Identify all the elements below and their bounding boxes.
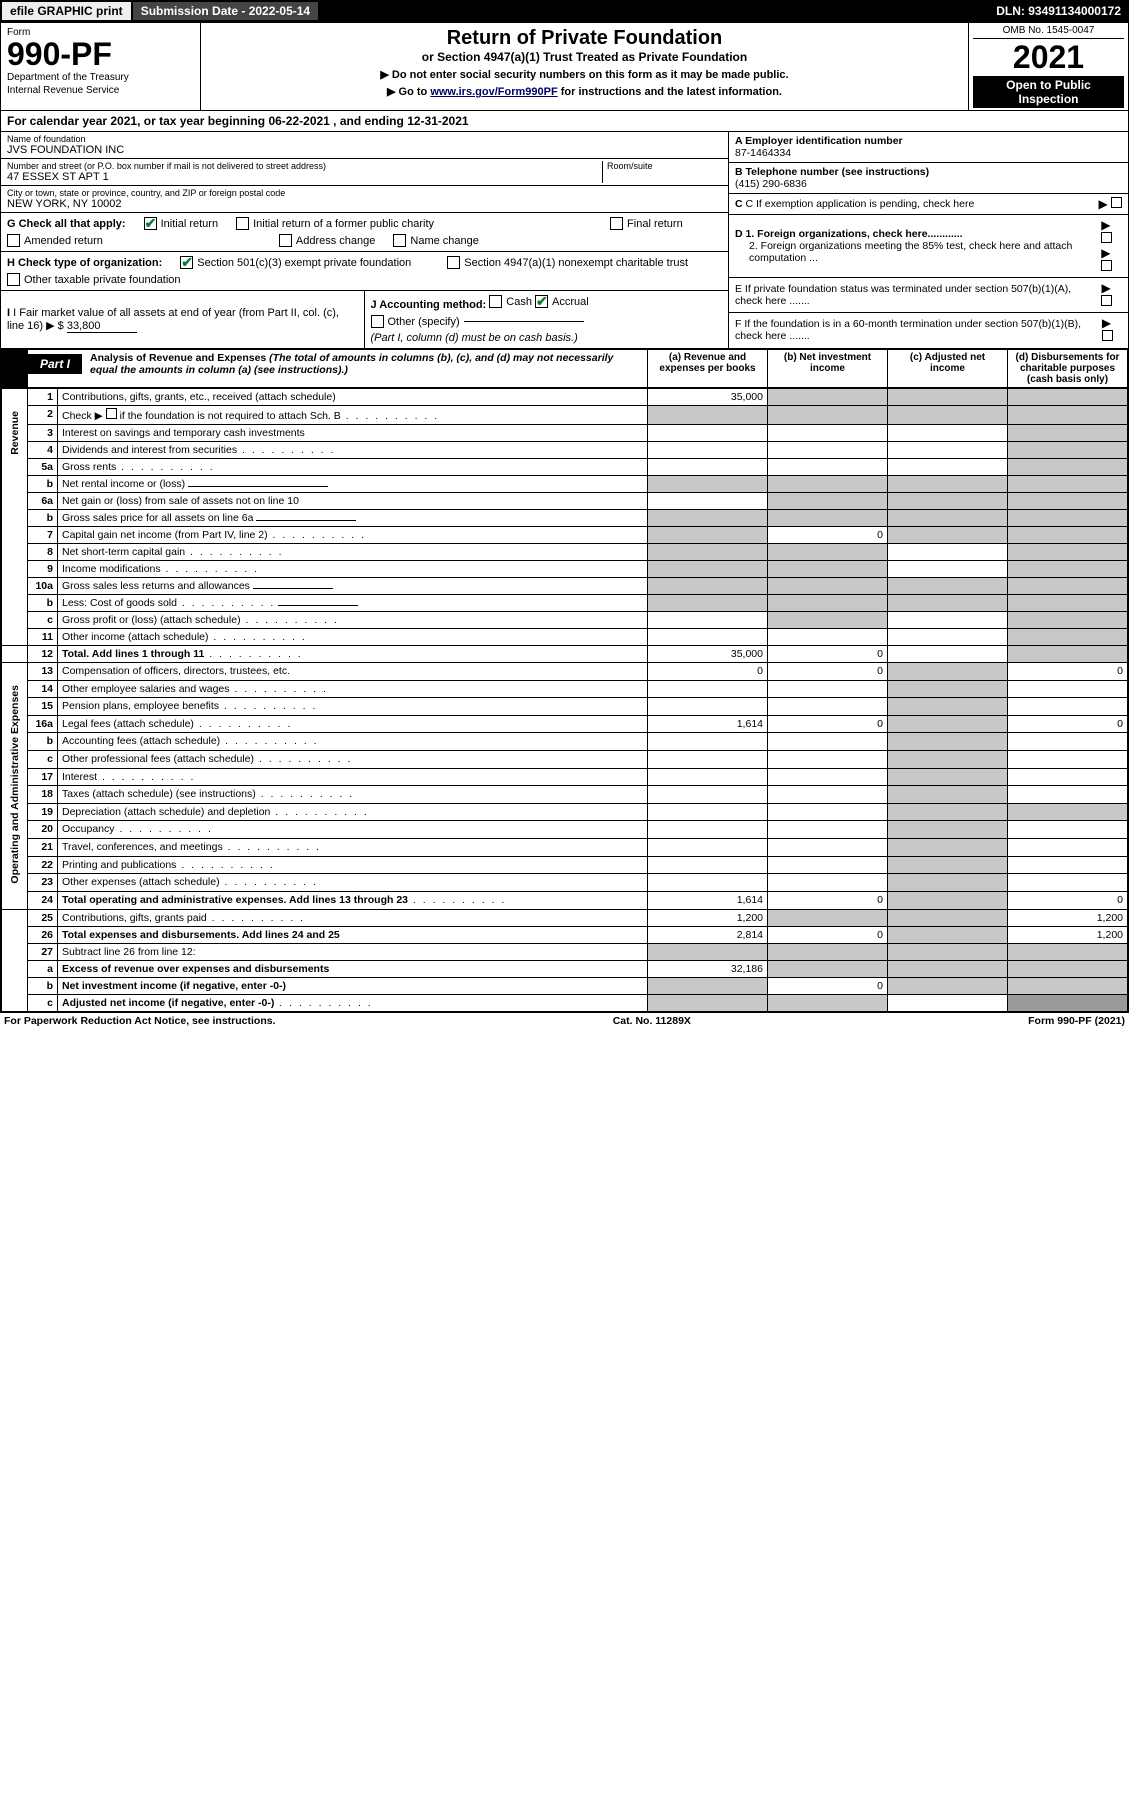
ck-initial-return[interactable]: Initial return [144, 217, 218, 230]
ck-d2[interactable] [1101, 260, 1112, 271]
ck-f[interactable] [1102, 330, 1113, 341]
ck-other-method[interactable]: Other (specify) [371, 315, 584, 328]
omb-number: OMB No. 1545-0047 [973, 25, 1124, 39]
expenses-side: Operating and Administrative Expenses [2, 663, 28, 910]
ck-501c3[interactable]: Section 501(c)(3) exempt private foundat… [180, 256, 411, 269]
tax-year: 2021 [973, 39, 1124, 76]
col-d: (d) Disbursements for charitable purpose… [1008, 350, 1128, 388]
footer-left: For Paperwork Reduction Act Notice, see … [4, 1015, 276, 1027]
ck-amended-return[interactable]: Amended return [7, 234, 103, 247]
city-cell: City or town, state or province, country… [1, 186, 728, 213]
foundation-name-cell: Name of foundation JVS FOUNDATION INC [1, 132, 728, 159]
address-cell: Number and street (or P.O. box number if… [1, 159, 728, 186]
entity-info: Name of foundation JVS FOUNDATION INC Nu… [0, 132, 1129, 349]
ck-address-change[interactable]: Address change [279, 234, 376, 247]
part1-row: Part I Analysis of Revenue and Expenses … [0, 349, 1129, 1013]
ck-c[interactable] [1111, 197, 1122, 208]
form-subtitle: or Section 4947(a)(1) Trust Treated as P… [205, 50, 964, 64]
note-ssn: ▶ Do not enter social security numbers o… [205, 68, 964, 81]
irs-label: Internal Revenue Service [7, 85, 194, 96]
form-header: Form 990-PF Department of the Treasury I… [0, 22, 1129, 111]
form-number: 990-PF [7, 38, 194, 70]
open-to-public: Open to Public Inspection [973, 76, 1124, 108]
g-check-row: G Check all that apply: Initial return I… [1, 213, 728, 252]
ck-4947[interactable]: Section 4947(a)(1) nonexempt charitable … [447, 256, 688, 269]
revenue-side: Revenue [2, 389, 28, 646]
dept-label: Department of the Treasury [7, 72, 194, 83]
form-title: Return of Private Foundation [205, 27, 964, 50]
footer-catno: Cat. No. 11289X [613, 1015, 691, 1027]
revenue-table: Revenue 1Contributions, gifts, grants, e… [1, 388, 1128, 1012]
h-check-row: H Check type of organization: Section 50… [1, 252, 728, 291]
submission-date: Submission Date - 2022-05-14 [133, 2, 318, 20]
ck-schb[interactable] [106, 408, 117, 419]
footer-right: Form 990-PF (2021) [1028, 1015, 1125, 1027]
ck-d1[interactable] [1101, 232, 1112, 243]
col-c: (c) Adjusted net income [888, 350, 1008, 388]
ck-final-return[interactable]: Final return [610, 217, 683, 230]
e-term: E If private foundation status was termi… [729, 278, 1128, 313]
tel-cell: B Telephone number (see instructions)(41… [729, 163, 1128, 194]
j-accounting: J Accounting method: Cash Accrual Other … [365, 291, 729, 348]
f-60mo: F If the foundation is in a 60-month ter… [729, 313, 1128, 347]
top-bar: efile GRAPHIC print Submission Date - 20… [0, 0, 1129, 22]
ck-initial-former[interactable]: Initial return of a former public charit… [236, 217, 434, 230]
ck-e[interactable] [1101, 295, 1112, 306]
note-link: ▶ Go to www.irs.gov/Form990PF for instru… [205, 85, 964, 98]
i-fmv: I I Fair market value of all assets at e… [1, 291, 365, 348]
ck-name-change[interactable]: Name change [393, 234, 479, 247]
page-footer: For Paperwork Reduction Act Notice, see … [0, 1013, 1129, 1029]
col-a: (a) Revenue and expenses per books [648, 350, 768, 388]
calendar-year-row: For calendar year 2021, or tax year begi… [0, 111, 1129, 132]
ck-accrual[interactable]: Accrual [535, 295, 589, 308]
efile-label: efile GRAPHIC print [0, 0, 133, 22]
dln-label: DLN: 93491134000172 [988, 2, 1129, 20]
ck-other-taxable[interactable]: Other taxable private foundation [7, 273, 181, 286]
irs-link[interactable]: www.irs.gov/Form990PF [430, 86, 557, 98]
col-b: (b) Net investment income [768, 350, 888, 388]
part1-tag: Part I [28, 354, 82, 374]
d-foreign: D 1. Foreign organizations, check here..… [729, 215, 1128, 278]
ck-cash[interactable]: Cash [489, 295, 532, 308]
part1-header-table: Part I Analysis of Revenue and Expenses … [1, 349, 1128, 388]
c-pending: C C If exemption application is pending,… [729, 194, 1128, 215]
ein-cell: A Employer identification number87-14643… [729, 132, 1128, 163]
